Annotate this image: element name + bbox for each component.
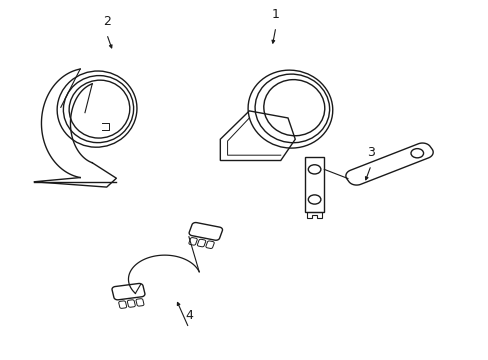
Text: 3: 3 [366,146,374,159]
Text: 2: 2 [102,15,110,28]
Text: 4: 4 [184,309,192,322]
Text: 1: 1 [271,8,279,21]
